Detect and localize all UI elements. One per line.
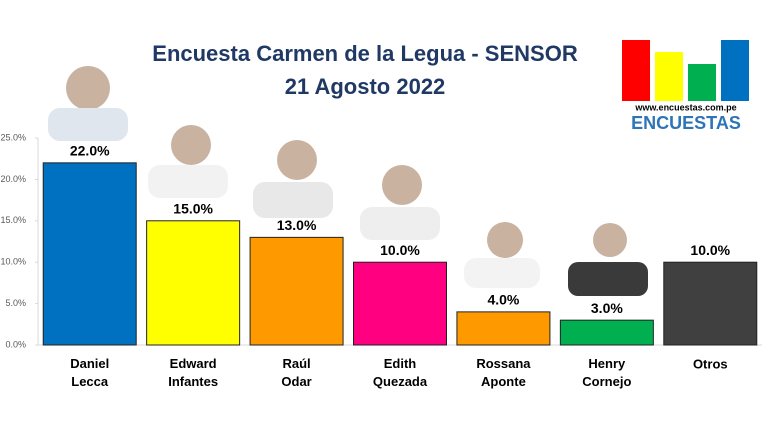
bar: [559, 319, 654, 346]
value-label: 10.0%: [690, 242, 730, 258]
bar: [42, 162, 137, 346]
bar: [456, 311, 551, 346]
candidate-photos: [48, 66, 648, 296]
photo: [360, 207, 440, 240]
y-tick-label: 15.0%: [0, 215, 26, 225]
value-label: 10.0%: [380, 242, 420, 258]
brand-logo: www.encuestas.com.pe ENCUESTAS: [622, 40, 749, 133]
y-tick-label: 25.0%: [0, 132, 26, 142]
x-tick-label: Daniel Lecca: [70, 356, 109, 389]
logo-block: [688, 64, 716, 101]
bar: [146, 220, 241, 346]
bar: [663, 261, 758, 346]
logo-block: [622, 40, 650, 101]
photo: [66, 66, 110, 110]
y-tick-label: 5.0%: [5, 298, 26, 308]
x-tick-label: Henry Cornejo: [582, 356, 631, 389]
y-tick-label: 0.0%: [5, 339, 26, 349]
x-tick-label: Rossana Aponte: [476, 356, 531, 389]
brand-url: www.encuestas.com.pe: [634, 102, 736, 112]
x-tick-label: Edith Quezada: [373, 356, 428, 389]
value-label: 22.0%: [70, 143, 110, 159]
photo: [171, 125, 211, 165]
logo-block: [721, 40, 749, 101]
bar: [249, 236, 344, 346]
photo: [382, 165, 422, 205]
photo: [487, 222, 523, 258]
value-label: 3.0%: [591, 300, 623, 316]
value-label: 13.0%: [277, 217, 317, 233]
photo: [593, 223, 627, 257]
photo: [148, 165, 228, 198]
photo: [48, 108, 128, 141]
photo: [464, 258, 540, 288]
brand-name: ENCUESTAS: [631, 113, 741, 133]
y-tick-label: 20.0%: [0, 174, 26, 184]
chart-subtitle: 21 Agosto 2022: [285, 74, 446, 99]
value-label: 4.0%: [487, 292, 519, 308]
photo: [253, 182, 333, 218]
x-tick-label: Edward Infantes: [168, 356, 218, 389]
y-tick-label: 10.0%: [0, 257, 26, 267]
photo: [277, 140, 317, 180]
value-label: 15.0%: [173, 201, 213, 217]
bar: [353, 261, 447, 346]
x-tick-label: Otros: [693, 356, 728, 371]
photo: [568, 262, 648, 296]
chart-title: Encuesta Carmen de la Legua - SENSOR: [152, 41, 578, 66]
x-tick-label: Raúl Odar: [281, 356, 311, 389]
logo-block: [655, 52, 683, 101]
